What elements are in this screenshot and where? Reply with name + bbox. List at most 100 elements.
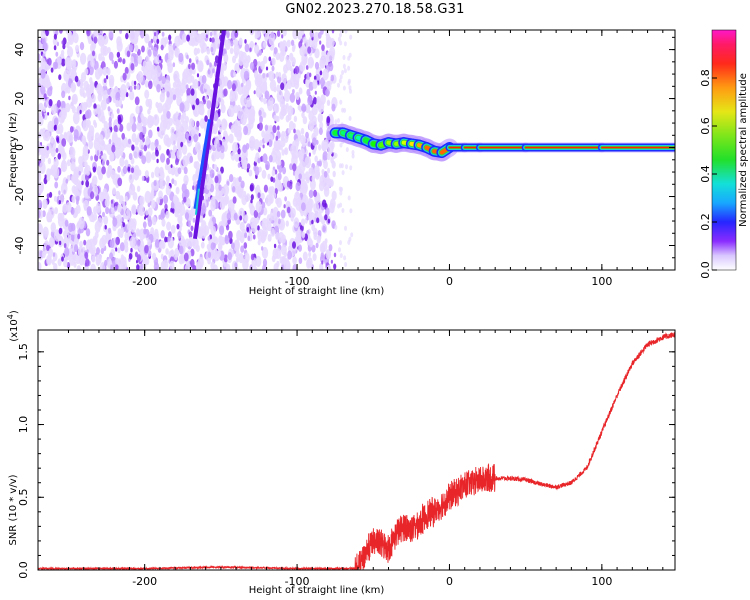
noise-speckle — [102, 188, 108, 197]
noise-speckle — [174, 48, 179, 57]
noise-speckle — [165, 175, 170, 183]
noise-speckle — [96, 247, 100, 255]
noise-speckle — [86, 30, 91, 37]
noise-speckle — [278, 51, 285, 62]
noise-speckle — [156, 83, 161, 93]
noise-speckle — [38, 115, 44, 126]
noise-speckle — [143, 228, 147, 235]
noise-speckle — [192, 104, 195, 111]
noise-speckle — [79, 52, 87, 65]
noise-speckle — [341, 208, 345, 213]
noise-speckle — [313, 202, 320, 214]
noise-speckle — [177, 231, 182, 239]
noise-speckle — [325, 88, 330, 97]
noise-speckle — [314, 155, 319, 163]
noise-speckle — [350, 232, 354, 238]
noise-speckle — [227, 252, 232, 261]
noise-speckle — [233, 44, 240, 56]
noise-speckle — [153, 180, 157, 187]
noise-speckle — [253, 139, 260, 151]
noise-speckle — [153, 31, 157, 37]
noise-speckle — [141, 45, 145, 53]
noise-speckle — [234, 52, 238, 59]
noise-speckle — [300, 218, 306, 227]
noise-speckle — [150, 199, 156, 209]
noise-speckle — [273, 104, 277, 112]
noise-speckle — [144, 33, 150, 44]
noise-speckle — [46, 193, 50, 199]
noise-speckle — [308, 211, 313, 220]
noise-speckle — [170, 151, 175, 159]
noise-speckle — [227, 79, 233, 90]
noise-speckle — [69, 125, 74, 133]
noise-speckle — [47, 157, 52, 165]
noise-speckle — [185, 197, 191, 208]
noise-speckle — [40, 84, 46, 95]
noise-speckle — [345, 164, 348, 170]
noise-speckle — [75, 44, 80, 53]
noise-speckle — [281, 34, 284, 39]
noise-speckle — [334, 119, 338, 125]
noise-speckle — [38, 83, 41, 89]
slanted-line-trace — [192, 30, 226, 240]
noise-speckle — [161, 75, 166, 85]
noise-speckle — [122, 222, 125, 228]
noise-speckle — [263, 55, 268, 64]
noise-speckle — [220, 104, 226, 114]
noise-speckle — [183, 174, 189, 185]
noise-speckle — [101, 166, 106, 175]
noise-speckle — [53, 33, 58, 40]
noise-speckle — [253, 70, 259, 79]
noise-speckle — [117, 247, 121, 254]
noise-speckle — [343, 255, 347, 261]
noise-speckle — [170, 164, 173, 169]
noise-speckle — [172, 194, 178, 205]
noise-speckle — [60, 182, 68, 195]
noise-speckle — [316, 217, 320, 224]
noise-speckle — [70, 161, 76, 172]
noise-speckle — [70, 207, 75, 215]
noise-speckle — [155, 149, 159, 157]
noise-speckle — [119, 242, 125, 252]
noise-speckle — [186, 34, 191, 42]
noise-speckle — [160, 114, 165, 123]
noise-speckle — [263, 112, 267, 118]
noise-speckle — [160, 230, 165, 239]
noise-speckle — [262, 207, 268, 216]
noise-speckle — [206, 100, 212, 110]
noise-speckle — [201, 204, 207, 214]
y-tick-label: 1.0 — [17, 416, 30, 434]
noise-speckle — [280, 244, 287, 256]
noise-speckle — [312, 79, 318, 89]
noise-speckle — [139, 126, 143, 133]
noise-speckle — [300, 30, 305, 36]
noise-speckle — [178, 254, 184, 265]
noise-speckle — [292, 123, 296, 129]
noise-speckle — [244, 39, 247, 44]
noise-speckle — [116, 108, 120, 114]
noise-speckle — [344, 30, 348, 34]
noise-speckle — [53, 263, 58, 270]
noise-speckle — [172, 94, 177, 101]
noise-speckle — [78, 170, 82, 176]
noise-speckle — [134, 44, 139, 53]
noise-speckle — [313, 189, 317, 197]
noise-speckle — [343, 41, 347, 47]
noise-speckle — [38, 41, 43, 53]
noise-speckle — [251, 221, 258, 233]
noise-speckle — [340, 186, 343, 192]
noise-speckle — [38, 102, 44, 113]
noise-speckle — [286, 260, 290, 268]
noise-speckle — [126, 50, 131, 58]
noise-speckle — [183, 252, 189, 262]
noise-speckle — [222, 62, 227, 71]
noise-speckle — [220, 144, 225, 154]
noise-speckle — [303, 106, 307, 112]
noise-speckle — [42, 42, 48, 52]
noise-speckle — [49, 208, 54, 217]
noise-speckle — [134, 59, 139, 67]
noise-speckle — [254, 187, 259, 194]
noise-speckle — [337, 203, 341, 209]
noise-speckle — [298, 150, 303, 159]
noise-speckle — [278, 159, 282, 167]
